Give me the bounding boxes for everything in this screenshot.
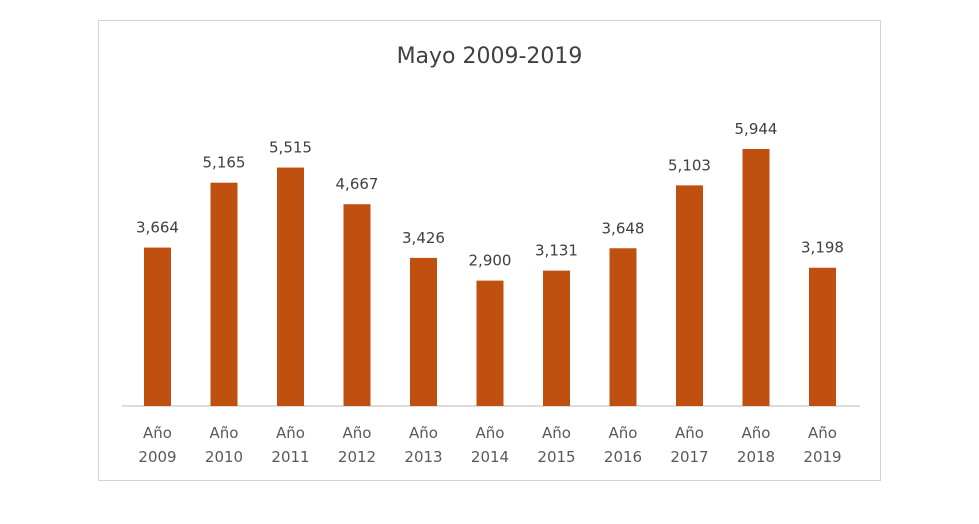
bar-2017 — [676, 185, 703, 406]
bar-2014 — [476, 280, 504, 406]
x-tick-label-line2: 2017 — [670, 448, 708, 466]
bar-2010 — [210, 182, 238, 406]
bar-2016 — [609, 248, 637, 406]
chart-title: Mayo 2009-2019 — [396, 44, 583, 69]
x-tick-label-line1: Año — [675, 424, 704, 442]
x-tick-label-line1: Año — [808, 424, 837, 442]
x-tick-label-line1: Año — [742, 424, 771, 442]
data-label-2012: 4,667 — [336, 175, 379, 193]
bar-2013 — [410, 257, 437, 406]
x-tick-label-line2: 2013 — [404, 448, 442, 466]
x-tick-label-line1: Año — [409, 424, 438, 442]
data-label-2011: 5,515 — [269, 139, 312, 157]
bar-2019 — [809, 267, 836, 406]
bar-2012 — [343, 204, 371, 406]
data-label-2017: 5,103 — [668, 156, 711, 174]
bar-2011 — [277, 167, 304, 406]
x-tick-label-line2: 2016 — [604, 448, 642, 466]
x-tick-label-line1: Año — [210, 424, 239, 442]
x-tick-label-line1: Año — [343, 424, 372, 442]
x-tick-label-line2: 2011 — [271, 448, 309, 466]
x-tick-label-line1: Año — [476, 424, 505, 442]
x-tick-label-line2: 2010 — [205, 448, 243, 466]
data-label-2015: 3,131 — [535, 242, 578, 260]
chart-frame — [98, 20, 881, 481]
x-tick-label-line2: 2018 — [737, 448, 775, 466]
x-tick-label-line2: 2009 — [138, 448, 176, 466]
x-tick-label-line2: 2014 — [471, 448, 509, 466]
bar-2018 — [742, 149, 770, 406]
data-label-2019: 3,198 — [801, 239, 844, 257]
data-label-2009: 3,664 — [136, 219, 179, 237]
bar-2015 — [543, 270, 570, 406]
x-tick-label-line2: 2012 — [338, 448, 376, 466]
x-tick-label-line1: Año — [143, 424, 172, 442]
x-tick-label-line1: Año — [276, 424, 305, 442]
x-tick-label-line2: 2015 — [537, 448, 575, 466]
bar-2009 — [144, 247, 171, 406]
x-tick-label-line1: Año — [609, 424, 638, 442]
data-label-2013: 3,426 — [402, 229, 445, 247]
x-tick-label-line2: 2019 — [803, 448, 841, 466]
data-label-2018: 5,944 — [735, 120, 778, 138]
data-label-2014: 2,900 — [469, 252, 512, 270]
data-label-2010: 5,165 — [203, 154, 246, 172]
data-label-2016: 3,648 — [602, 219, 645, 237]
x-tick-label-line1: Año — [542, 424, 571, 442]
